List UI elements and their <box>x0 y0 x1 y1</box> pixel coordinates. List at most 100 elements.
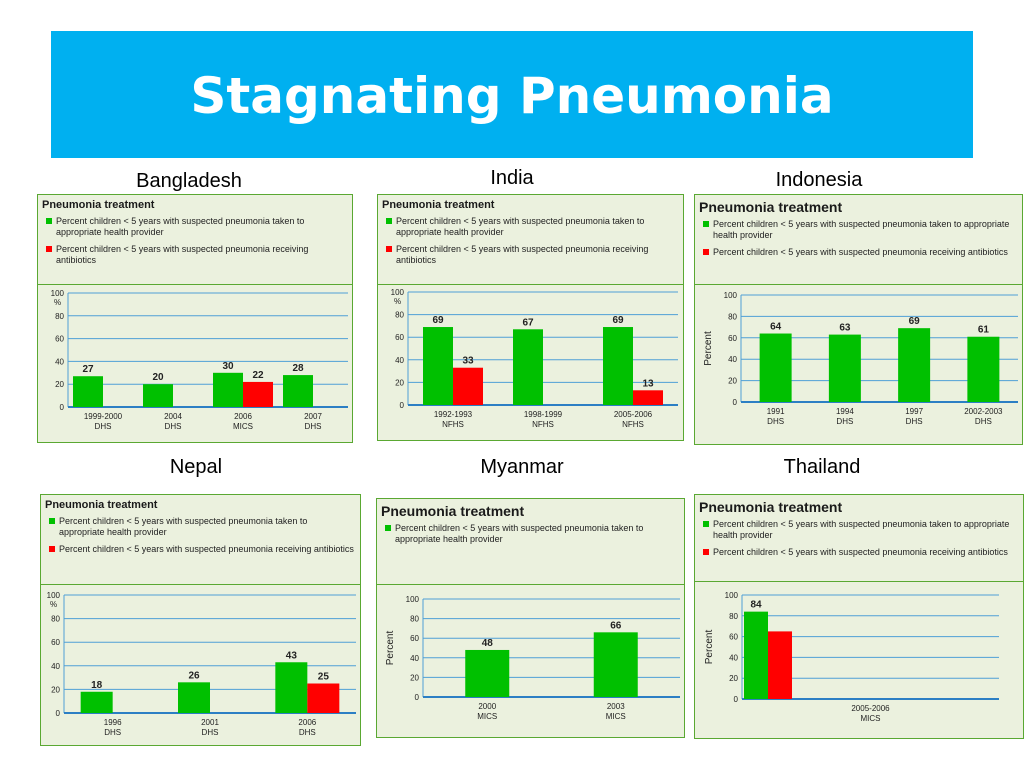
y-tick-label: 80 <box>728 312 737 321</box>
y-tick-label: 20 <box>410 673 419 682</box>
y-tick-label: 0 <box>60 403 65 412</box>
x-tick-label: NFHS <box>622 420 644 429</box>
data-label: 61 <box>978 325 990 336</box>
bar-antibiotics <box>633 390 663 405</box>
legend-item-provider: Percent children < 5 years with suspecte… <box>703 519 1017 541</box>
bar-provider <box>744 611 768 699</box>
x-tick-label: NFHS <box>532 420 554 429</box>
y-tick-label: 0 <box>400 401 405 410</box>
chart-legend: Percent children < 5 years with suspecte… <box>385 523 678 551</box>
x-tick-label: 1999-2000 <box>84 412 123 421</box>
data-label: 25 <box>318 672 330 683</box>
legend-swatch-provider <box>703 521 709 527</box>
y-axis-label: Percent <box>703 331 714 366</box>
legend-label: Percent children < 5 years with suspecte… <box>713 219 1010 240</box>
bar-provider <box>178 682 210 713</box>
chart-panel-bangladesh: Pneumonia treatment Percent children < 5 … <box>37 194 353 443</box>
chart-header: Pneumonia treatment Percent children < 5 … <box>38 195 352 285</box>
y-tick-label: 0 <box>733 398 738 407</box>
bar-provider <box>898 328 931 402</box>
legend-item-antibiotics: Percent children < 5 years with suspecte… <box>46 244 346 266</box>
legend-item-provider: Percent children < 5 years with suspecte… <box>703 219 1016 241</box>
legend-swatch-antibiotics <box>49 546 55 552</box>
x-tick-label: 1997 <box>905 407 923 416</box>
y-tick-label: 80 <box>729 612 738 621</box>
country-label-india: India <box>490 167 534 189</box>
bar-provider <box>423 327 453 405</box>
data-label: 64 <box>770 322 782 333</box>
x-tick-label: 2007 <box>304 412 322 421</box>
bar-provider <box>513 329 543 405</box>
x-tick-label: 2000 <box>478 702 496 711</box>
x-tick-label: 1998-1999 <box>524 410 563 419</box>
y-tick-label: 100 <box>47 591 61 600</box>
y-tick-label: 100 <box>406 595 420 604</box>
x-tick-label: 2005-2006 <box>614 410 653 419</box>
chart-title: Pneumonia treatment <box>382 199 495 211</box>
country-label-indonesia: Indonesia <box>775 169 863 191</box>
bar-chart-indonesia: 020406080100Percent641991DHS631994DHS691… <box>703 291 1018 426</box>
chart-legend: Percent children < 5 years with suspecte… <box>703 519 1017 564</box>
legend-label: Percent children < 5 years with suspecte… <box>56 216 305 237</box>
y-tick-label: 40 <box>410 654 419 663</box>
x-tick-label: 2006 <box>298 718 316 727</box>
chart-panel-thailand: Pneumonia treatment Percent children < 5 … <box>694 494 1024 739</box>
x-tick-label: MICS <box>861 714 881 723</box>
x-tick-label: 2002-2003 <box>964 407 1003 416</box>
data-label: 48 <box>482 638 494 649</box>
data-label: 66 <box>610 620 622 631</box>
chart-header: Pneumonia treatment Percent children < 5 … <box>695 495 1023 582</box>
legend-item-provider: Percent children < 5 years with suspecte… <box>386 216 677 238</box>
y-tick-label: 100 <box>51 289 65 298</box>
chart-legend: Percent children < 5 years with suspecte… <box>49 516 354 561</box>
chart-title: Pneumonia treatment <box>45 499 158 511</box>
data-label: 27 <box>82 364 94 375</box>
legend-swatch-provider <box>46 218 52 224</box>
y-tick-label: 60 <box>51 638 60 647</box>
x-tick-label: 2006 <box>234 412 252 421</box>
legend-swatch-antibiotics <box>703 249 709 255</box>
y-tick-label: 40 <box>729 653 738 662</box>
chart-title: Pneumonia treatment <box>699 199 843 215</box>
legend-label: Percent children < 5 years with suspecte… <box>56 244 309 265</box>
y-tick-label: 20 <box>395 378 404 387</box>
data-label: 63 <box>839 323 851 334</box>
chart-panel-india: Pneumonia treatment Percent children < 5 … <box>377 194 684 441</box>
y-tick-label: 20 <box>51 685 60 694</box>
chart-title: Pneumonia treatment <box>381 503 525 519</box>
y-axis-label: Percent <box>385 631 396 666</box>
legend-swatch-provider <box>49 518 55 524</box>
data-label: 22 <box>252 370 264 381</box>
bar-provider <box>73 376 103 407</box>
y-tick-label: 60 <box>55 335 64 344</box>
data-label: 69 <box>909 316 921 327</box>
chart-title: Pneumonia treatment <box>42 199 155 211</box>
data-label: 67 <box>522 317 534 328</box>
y-tick-label: 80 <box>395 311 404 320</box>
data-label: 13 <box>642 378 654 389</box>
chart-panel-myanmar: Pneumonia treatment Percent children < 5 … <box>376 498 685 738</box>
data-label: 30 <box>222 361 234 372</box>
y-tick-label: 40 <box>728 355 737 364</box>
legend-label: Percent children < 5 years with suspecte… <box>713 547 1008 557</box>
bar-provider <box>143 384 173 407</box>
bar-provider <box>967 336 1000 402</box>
legend-label: Percent children < 5 years with suspecte… <box>395 523 644 544</box>
y-tick-label: 60 <box>728 334 737 343</box>
bar-provider <box>465 649 510 697</box>
data-label: 69 <box>612 315 624 326</box>
y-tick-label: 0 <box>415 693 420 702</box>
chart-panel-indonesia: Pneumonia treatment Percent children < 5 … <box>694 194 1023 445</box>
bar-chart-india: 020406080100%69331992-1993NFHS671998-199… <box>391 288 678 429</box>
data-label: 20 <box>152 372 164 383</box>
y-tick-label: 0 <box>734 695 739 704</box>
y-tick-label: 20 <box>728 377 737 386</box>
y-axis-label: Percent <box>704 630 715 665</box>
y-tick-label: 60 <box>729 633 738 642</box>
x-tick-label: DHS <box>104 728 121 737</box>
legend-swatch-antibiotics <box>386 246 392 252</box>
x-tick-label: DHS <box>299 728 316 737</box>
chart-legend: Percent children < 5 years with suspecte… <box>46 216 346 272</box>
bar-antibiotics <box>453 367 483 405</box>
